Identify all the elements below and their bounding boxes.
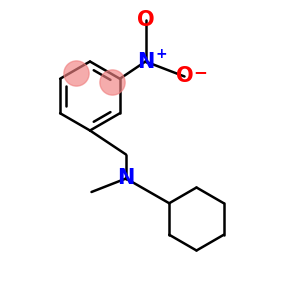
Text: N: N bbox=[137, 52, 154, 71]
Circle shape bbox=[64, 61, 89, 86]
Text: O: O bbox=[137, 10, 154, 29]
Text: −: − bbox=[193, 63, 207, 81]
Circle shape bbox=[100, 70, 125, 95]
Text: O: O bbox=[176, 67, 193, 86]
Text: +: + bbox=[155, 47, 167, 61]
Text: N: N bbox=[117, 169, 135, 188]
